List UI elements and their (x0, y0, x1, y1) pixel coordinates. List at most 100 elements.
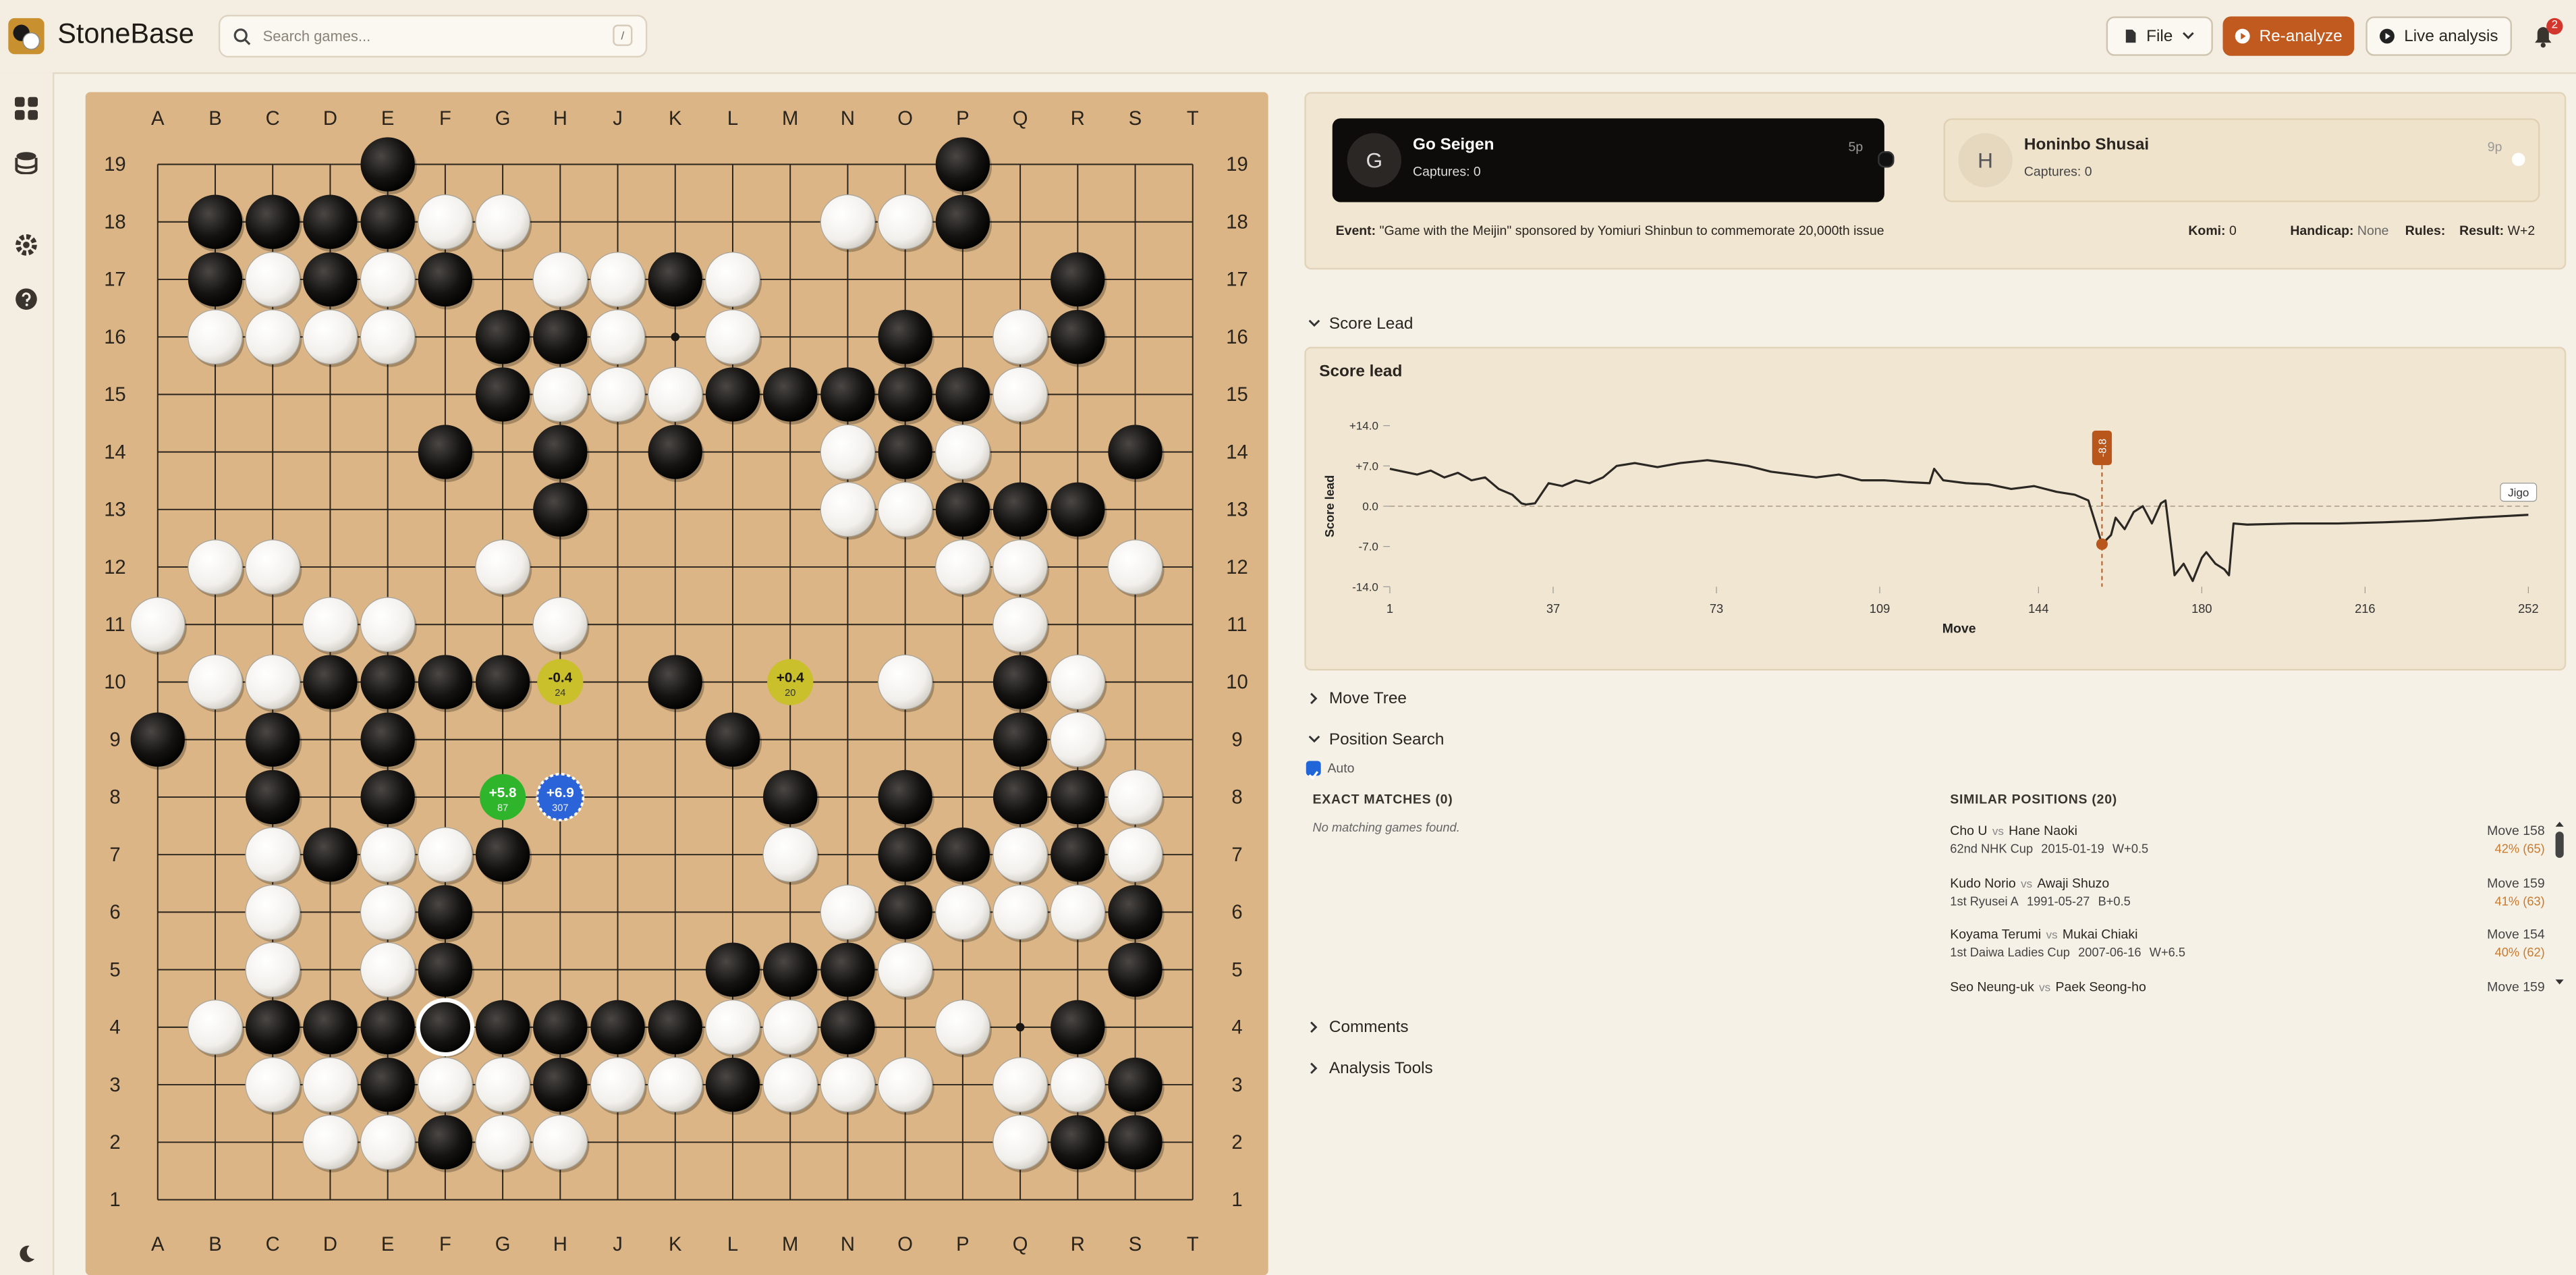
current-move-badge (2092, 430, 2112, 466)
black-stone (475, 827, 530, 882)
reanalyze-button[interactable]: Re-analyze (2222, 16, 2355, 56)
similar-title: SIMILAR POSITIONS (20) (1950, 792, 2118, 807)
row-label: 7 (1231, 844, 1242, 866)
turn-indicator (2512, 153, 2525, 166)
column-label: R (1071, 108, 1085, 130)
black-stone (130, 712, 185, 767)
player-captures: Captures: 0 (2023, 164, 2092, 180)
search-box[interactable]: Search games... / (218, 14, 648, 58)
black-stone (188, 194, 243, 249)
row-label: 6 (109, 902, 120, 923)
event-label: Event: (1335, 223, 1376, 239)
suggestion-visits: 87 (497, 803, 508, 814)
similar-item[interactable]: Koyama Terumi vs Mukai Chiaki Move 154 1st D… (1950, 927, 2544, 973)
go-board[interactable]: AABBCCDDEEFFGGHHJJKKLLMMNNOOPPQQRRSSTT19… (85, 92, 1268, 1275)
section-header[interactable]: Analysis Tools (1328, 1060, 1433, 1079)
score-lead-chart: Score lead +14.0 +7.0 0.0 -7.0 -14.0 1 37 73 109 1… (1319, 362, 2538, 636)
row-label: 4 (1231, 1017, 1242, 1039)
black-stone (878, 769, 932, 825)
handicap: Handicap: None (2290, 223, 2388, 238)
column-label: E (381, 1234, 394, 1255)
scrollbar[interactable] (2553, 817, 2566, 998)
black-stone (1051, 1115, 1105, 1170)
black-stone (533, 309, 588, 364)
score-line (1389, 459, 2529, 582)
black-stone (705, 1057, 760, 1112)
scrollbar-track (2555, 821, 2564, 985)
dashboard-icon[interactable] (14, 97, 38, 120)
reanalyze-label: Re-analyze (2259, 27, 2343, 45)
similar-item[interactable]: Kudo Norio vs Awaji Shuzo Move 159 1st Ryuse… (1950, 875, 2544, 921)
star-point (1015, 1023, 1025, 1032)
white-stone (245, 827, 300, 882)
similar-item[interactable]: Cho U vs Hane Naoki Move 158 62nd NHK Cup 201… (1950, 823, 2544, 869)
column-label: Q (1013, 1234, 1028, 1255)
black-stone (360, 712, 415, 767)
chevron-closed (1310, 1062, 1318, 1075)
section-header[interactable]: Move Tree (1328, 690, 1407, 709)
white-stone (418, 1057, 473, 1112)
auto-checkbox[interactable] (1306, 761, 1321, 780)
theme-icon[interactable] (16, 1244, 36, 1264)
column-label: G (495, 108, 511, 130)
white-player-card[interactable]: H Honinbo Shusai Captures: 0 9p (1943, 118, 2540, 202)
column-label: L (727, 108, 738, 130)
white-stone (877, 482, 933, 537)
section-header[interactable]: Score Lead (1328, 315, 1413, 334)
white-stone (762, 1000, 818, 1055)
similar-match: 42% (65) (2494, 841, 2545, 857)
event: 1st Daiwa Ladies Cup (1950, 945, 2070, 960)
white-stone (245, 1057, 300, 1112)
current-move-point (2096, 538, 2108, 550)
column-label: T (1187, 108, 1199, 130)
column-label: B (208, 108, 221, 130)
white-name: Mukai Chiaki (2062, 927, 2138, 942)
row-label: 4 (109, 1017, 120, 1039)
black-stone (360, 194, 415, 249)
column-label: K (669, 108, 682, 130)
white-stone (877, 942, 933, 998)
live-button[interactable]: Live analysis (2365, 16, 2513, 56)
white-stone (705, 252, 760, 307)
row-label: 18 (1226, 211, 1248, 233)
row-label: 9 (1231, 729, 1242, 751)
row-label: 16 (1226, 327, 1248, 348)
section-header[interactable]: Position Search (1328, 731, 1445, 750)
star-point (671, 332, 680, 342)
black-stone (820, 1000, 875, 1055)
white-stone (302, 1114, 358, 1170)
black-stone (763, 367, 818, 422)
black-stone (418, 942, 473, 997)
file-button[interactable]: File (2106, 16, 2213, 56)
suggestion (480, 774, 526, 821)
white-stone (360, 597, 416, 653)
section-header[interactable]: Comments (1328, 1019, 1409, 1037)
black-stone (1051, 309, 1105, 364)
white-stone (188, 539, 243, 595)
similar-players: Cho U vs Hane Naoki (1950, 823, 2077, 838)
settings-icon[interactable] (15, 234, 38, 256)
player-rank: 5p (1848, 139, 1864, 155)
help-icon[interactable] (15, 288, 38, 310)
black-player-card[interactable]: G Go Seigen Captures: 0 5p (1332, 118, 1895, 202)
similar-match: 41% (63) (2494, 893, 2545, 908)
database-icon[interactable] (15, 151, 38, 175)
x-tick-label: 144 (2028, 601, 2048, 616)
white-name: Hane Naoki (2009, 823, 2077, 838)
y-tick-label: +7.0 (1355, 460, 1378, 472)
white-stone (1050, 711, 1106, 767)
black-stone (1108, 885, 1163, 940)
white-stone (532, 1114, 588, 1170)
white-stone (590, 309, 646, 364)
row-label: 3 (1231, 1075, 1242, 1096)
logo (8, 18, 45, 55)
black-stone (935, 482, 990, 537)
white-stone (992, 597, 1048, 653)
exact-title: EXACT MATCHES (0) (1312, 792, 1453, 807)
column-label: F (439, 108, 451, 130)
black-stone (303, 655, 358, 709)
similar-item[interactable]: Seo Neung-uk vs Paek Seong-ho Move 159 (1950, 979, 2544, 998)
white-stone (475, 1114, 530, 1170)
